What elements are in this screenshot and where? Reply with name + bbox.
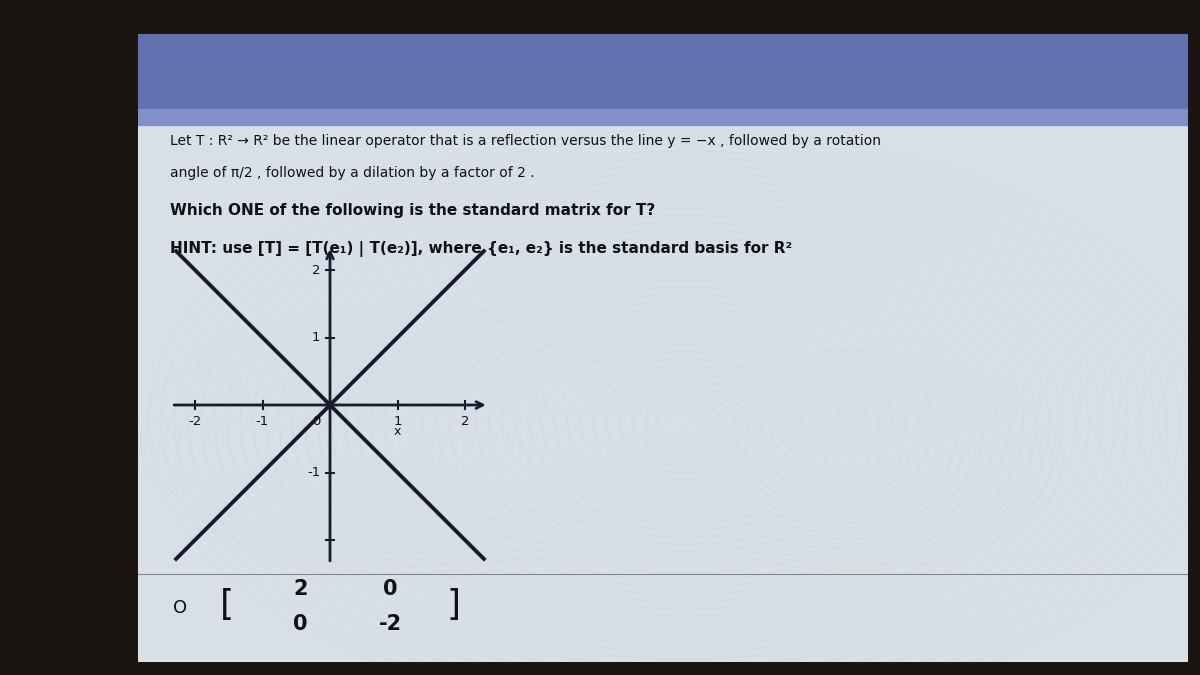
Text: -2: -2 xyxy=(378,614,402,634)
Text: 0: 0 xyxy=(294,614,308,634)
Text: Let T : R² → R² be the linear operator that is a reflection versus the line y = : Let T : R² → R² be the linear operator t… xyxy=(169,134,881,148)
Text: 1: 1 xyxy=(312,331,320,344)
Bar xyxy=(138,34,1188,109)
Text: x: x xyxy=(394,425,401,438)
Text: 2: 2 xyxy=(461,415,469,428)
Text: 2: 2 xyxy=(294,579,308,599)
Text: -2: -2 xyxy=(188,415,202,428)
Text: ]: ] xyxy=(446,588,460,622)
Text: O: O xyxy=(173,599,187,617)
Text: 1: 1 xyxy=(394,415,402,428)
Text: -1: -1 xyxy=(256,415,269,428)
Text: Which ONE of the following is the standard matrix for T?: Which ONE of the following is the standa… xyxy=(169,203,655,218)
Text: angle of π/2 , followed by a dilation by a factor of 2 .: angle of π/2 , followed by a dilation by… xyxy=(169,165,534,180)
Text: [: [ xyxy=(220,588,234,622)
Text: 0: 0 xyxy=(383,579,397,599)
Text: -1: -1 xyxy=(307,466,320,479)
Text: 0: 0 xyxy=(312,415,320,428)
Bar xyxy=(138,109,1188,125)
Text: HINT: use [T] = [T(e₁) | T(e₂)], where {e₁, e₂} is the standard basis for R²: HINT: use [T] = [T(e₁) | T(e₂)], where {… xyxy=(169,241,792,257)
Text: 2: 2 xyxy=(312,263,320,277)
